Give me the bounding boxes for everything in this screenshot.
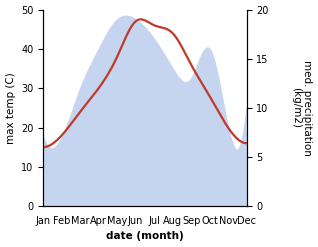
X-axis label: date (month): date (month) <box>106 231 184 242</box>
Y-axis label: med. precipitation
(kg/m2): med. precipitation (kg/m2) <box>291 60 313 156</box>
Y-axis label: max temp (C): max temp (C) <box>5 72 16 144</box>
